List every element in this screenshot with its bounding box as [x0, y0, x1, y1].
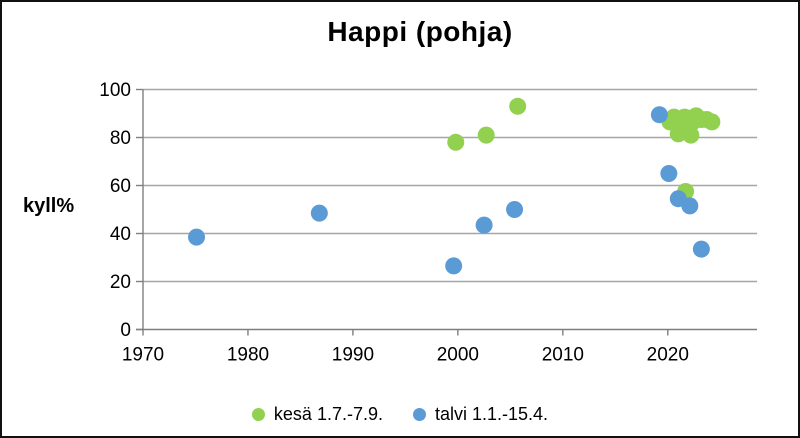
legend-label-talvi: talvi 1.1.-15.4.: [435, 404, 549, 424]
svg-text:1990: 1990: [332, 345, 374, 366]
svg-text:1970: 1970: [122, 345, 164, 366]
legend: kesä 1.7.-7.9. talvi 1.1.-15.4.: [2, 404, 798, 425]
svg-text:80: 80: [110, 128, 131, 149]
svg-text:1980: 1980: [227, 345, 269, 366]
svg-text:40: 40: [110, 224, 131, 245]
svg-text:100: 100: [99, 80, 131, 101]
legend-label-kesa: kesä 1.7.-7.9.: [273, 404, 383, 424]
svg-text:2020: 2020: [647, 345, 689, 366]
kesa-series-marker-icon: [251, 408, 265, 421]
chart-title: Happi (pohja): [327, 16, 513, 47]
svg-text:0: 0: [120, 320, 131, 341]
svg-text:20: 20: [110, 272, 131, 293]
svg-text:60: 60: [110, 176, 131, 197]
svg-text:2000: 2000: [437, 345, 479, 366]
svg-text:2010: 2010: [542, 345, 584, 366]
legend-item-talvi: talvi 1.1.-15.4.: [413, 404, 548, 425]
legend-item-kesa: kesä 1.7.-7.9.: [251, 404, 383, 425]
y-axis-label: kyll%: [23, 195, 75, 217]
talvi-series-marker-icon: [413, 408, 426, 421]
